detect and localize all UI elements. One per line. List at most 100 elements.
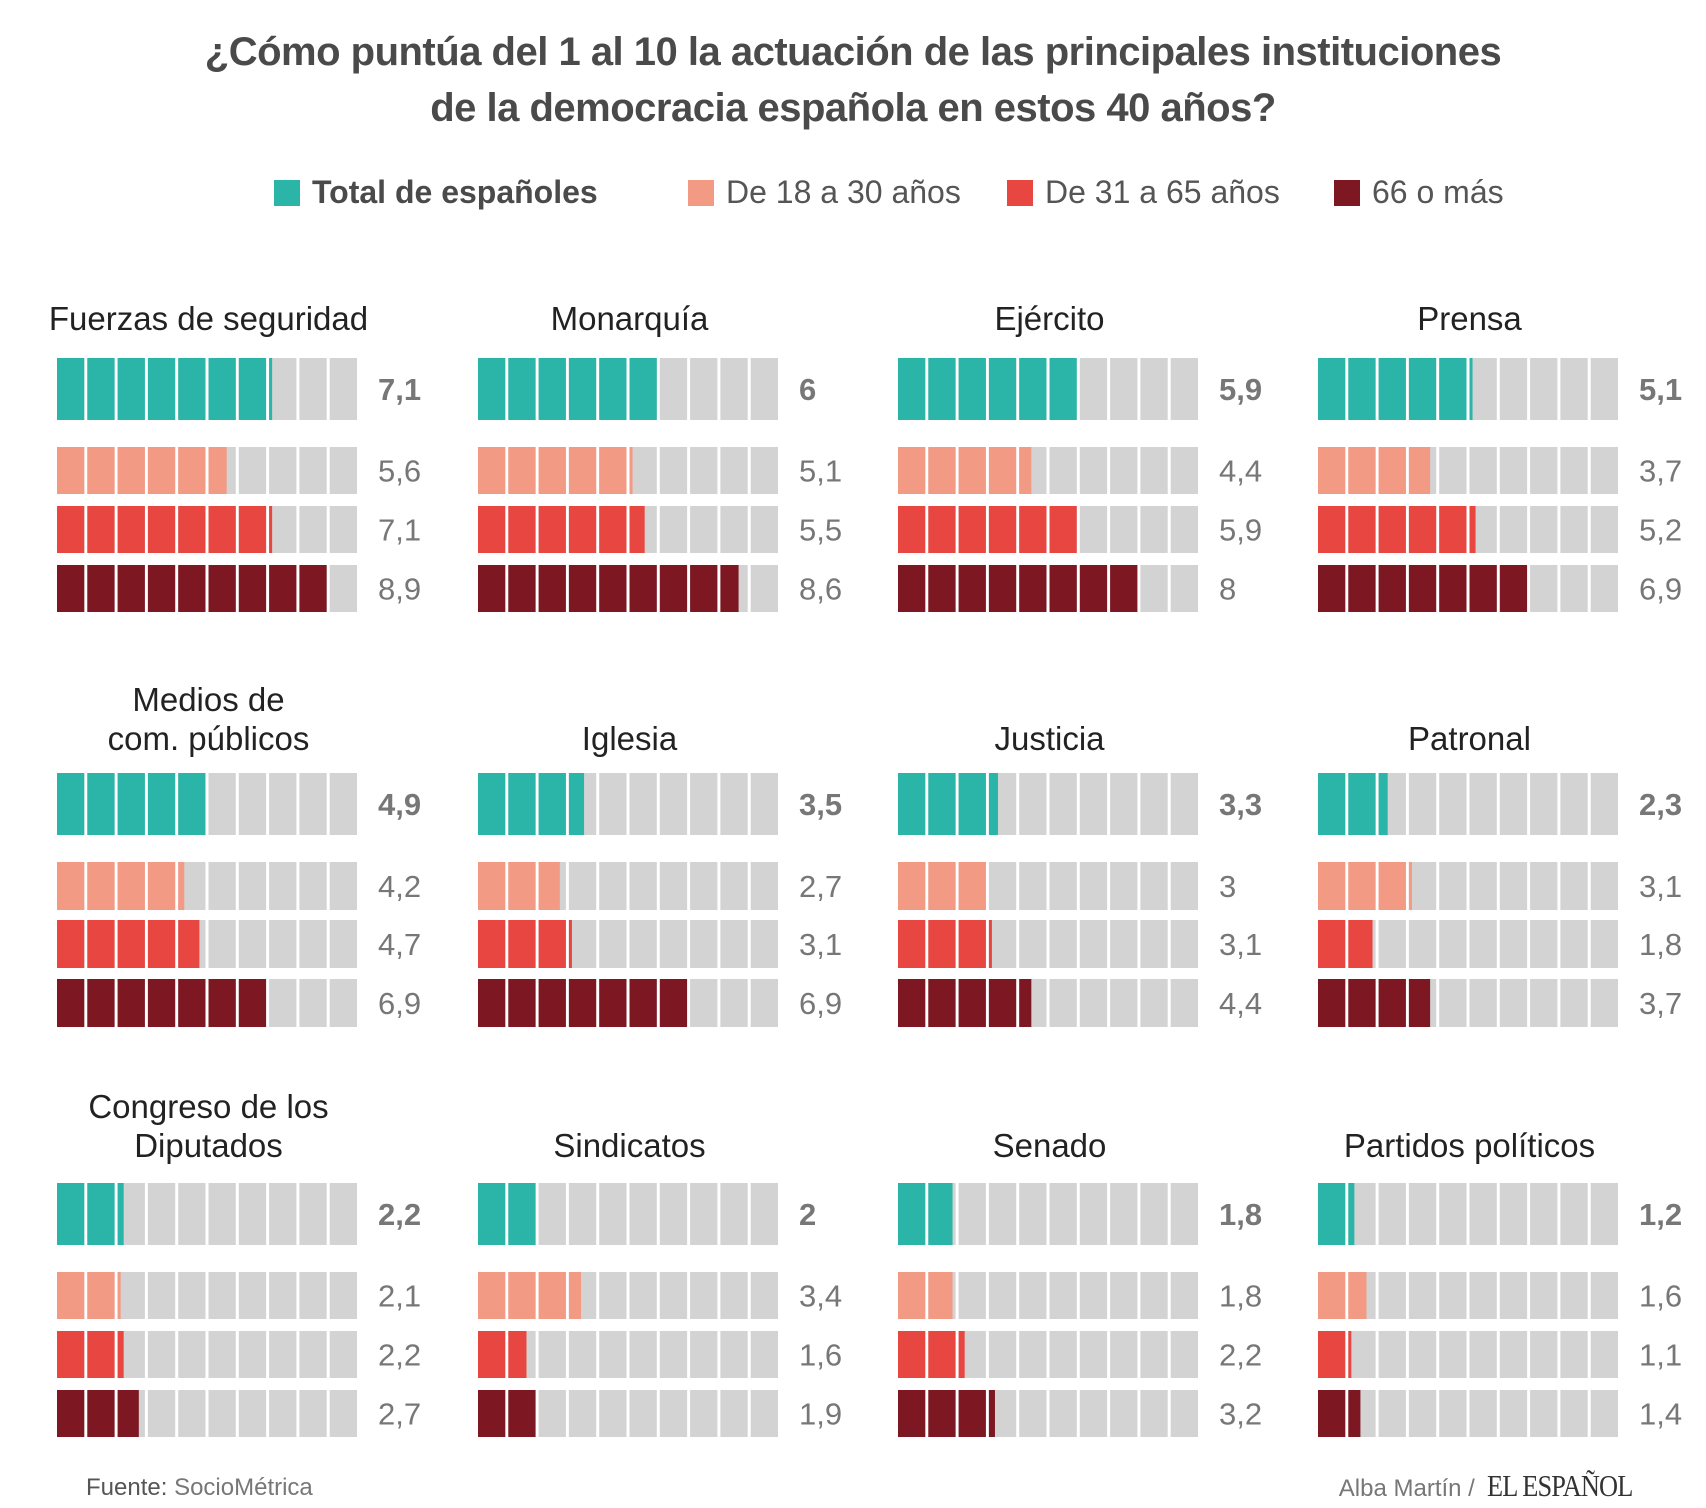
bar-segment-empty: [147, 1390, 176, 1437]
panel-title-line: Iglesia: [581, 720, 678, 757]
bar-segment-empty: [1140, 773, 1168, 835]
bar-segment-filled: [1318, 979, 1346, 1027]
bar-segment-empty: [329, 565, 357, 612]
bar-segment-filled: [1318, 862, 1346, 910]
bar-segment-empty: [1378, 920, 1406, 968]
bar-segment-empty: [538, 1390, 566, 1437]
bar-segment-empty: [659, 1390, 688, 1437]
bar-segment-empty: [1469, 862, 1497, 910]
bar-segment-filled: [87, 1331, 115, 1378]
bar-segment-empty: [659, 773, 688, 835]
panel-medios-de-com-públicos: 4,9 4,2 4,7 6,9: [57, 773, 421, 1027]
bar-segment-empty: [238, 1183, 267, 1245]
bar-segment-empty: [1079, 1331, 1108, 1378]
bar-segment-empty: [690, 1272, 718, 1319]
bar-segment-empty: [1408, 1390, 1437, 1437]
panel-monarquía: 6 5,1 5,5 8,6: [478, 358, 842, 612]
bar-segment-filled: [988, 506, 1017, 553]
bar-segment-empty: [1348, 1331, 1376, 1378]
bar-segment-filled: [1019, 358, 1047, 420]
bar-segment-empty: [1378, 1390, 1406, 1437]
bar-segment-filled: [508, 1183, 536, 1245]
bar-segment-filled: [599, 358, 627, 420]
bar-segment-empty: [1079, 773, 1108, 835]
value-label-total: 3,3: [1219, 787, 1262, 822]
bar-18-30: 3,4: [478, 1272, 842, 1319]
bar-segment-empty: [1110, 773, 1138, 835]
value-label-total: 1,8: [1219, 1197, 1262, 1232]
bar-segment-filled: [538, 506, 566, 553]
bar-segment-filled: [117, 979, 145, 1027]
bar-segment-empty: [690, 773, 718, 835]
bar-segment-empty: [1439, 447, 1467, 494]
bar-segment-empty: [1049, 979, 1077, 1027]
bar-segment-filled: [147, 979, 176, 1027]
bar-segment-filled: [508, 565, 536, 612]
bar-segment-filled: [1378, 979, 1406, 1027]
legend-item-18-30: De 18 a 30 años: [688, 174, 961, 211]
bar-segment-filled: [1019, 979, 1032, 1027]
bar-31-65: 1,1: [1318, 1331, 1682, 1378]
bar-segment-empty: [1110, 1390, 1138, 1437]
bar-segment-empty: [1499, 773, 1528, 835]
value-label-total: 4,9: [378, 787, 421, 822]
bar-66-plus: 4,4: [898, 979, 1262, 1027]
bar-segment-filled: [568, 979, 597, 1027]
bar-segment-filled: [538, 979, 566, 1027]
value-label-31-65: 1,1: [1639, 1338, 1682, 1373]
bar-segment-empty: [1590, 447, 1618, 494]
bar-segment-filled: [988, 1390, 995, 1437]
value-label-66-plus: 1,4: [1639, 1397, 1682, 1432]
bar-segment-filled: [57, 565, 85, 612]
bar-segment-empty: [1170, 862, 1198, 910]
bar-segment-empty: [720, 773, 748, 835]
bar-segment-filled: [1348, 862, 1376, 910]
bar-segment-filled: [1019, 506, 1047, 553]
bar-segment-filled: [57, 979, 85, 1027]
bar-segment-filled: [178, 358, 206, 420]
bar-segment-filled: [1318, 506, 1346, 553]
bar-segment-filled: [928, 358, 956, 420]
bar-segment-empty: [1079, 1272, 1108, 1319]
panel-title-line: Medios de: [132, 681, 285, 718]
bar-segment-empty: [1079, 1183, 1108, 1245]
panel-title-line: Senado: [992, 1127, 1107, 1164]
bar-segment-filled: [478, 862, 506, 910]
bar-segment-empty: [299, 920, 327, 968]
value-label-66-plus: 2,7: [378, 1397, 421, 1432]
bar-segment-empty: [329, 447, 357, 494]
bar-segment-empty: [599, 1183, 627, 1245]
bar-segment-empty: [599, 1331, 627, 1378]
bar-segment-filled: [928, 1272, 953, 1319]
bar-segment-empty: [1590, 1331, 1618, 1378]
bar-31-65: 5,2: [1318, 506, 1682, 553]
bar-segment-filled: [599, 506, 627, 553]
bar-segment-empty: [1019, 1331, 1047, 1378]
value-label-66-plus: 3,2: [1219, 1397, 1262, 1432]
bar-segment-empty: [1499, 506, 1528, 553]
bar-66-plus: 8,6: [478, 565, 842, 612]
bar-segment-empty: [1499, 1390, 1528, 1437]
value-label-total: 2: [799, 1197, 816, 1232]
bar-segment-filled: [117, 920, 145, 968]
legend-item-31-65: De 31 a 65 años: [1007, 174, 1280, 211]
bar-segment-filled: [538, 358, 566, 420]
bar-segment-empty: [720, 862, 748, 910]
bar-segment-empty: [1560, 862, 1588, 910]
bar-segment-empty: [208, 1390, 236, 1437]
bar-segment-filled: [568, 358, 597, 420]
bar-segment-empty: [659, 1331, 688, 1378]
bar-18-30: 5,6: [57, 447, 421, 494]
bar-segment-empty: [1140, 1183, 1168, 1245]
bar-segment-filled: [1318, 773, 1346, 835]
bar-segment-empty: [568, 1390, 597, 1437]
bar-segment-filled: [1318, 1390, 1346, 1437]
value-label-total: 2,2: [378, 1197, 421, 1232]
bar-segment-empty: [720, 1390, 748, 1437]
bar-segment-filled: [928, 1331, 956, 1378]
bar-segment-empty: [1170, 1272, 1198, 1319]
bar-segment-empty: [1019, 862, 1047, 910]
bar-segment-empty: [1049, 920, 1077, 968]
value-label-31-65: 3,1: [1219, 927, 1262, 962]
bar-segment-filled: [898, 773, 926, 835]
